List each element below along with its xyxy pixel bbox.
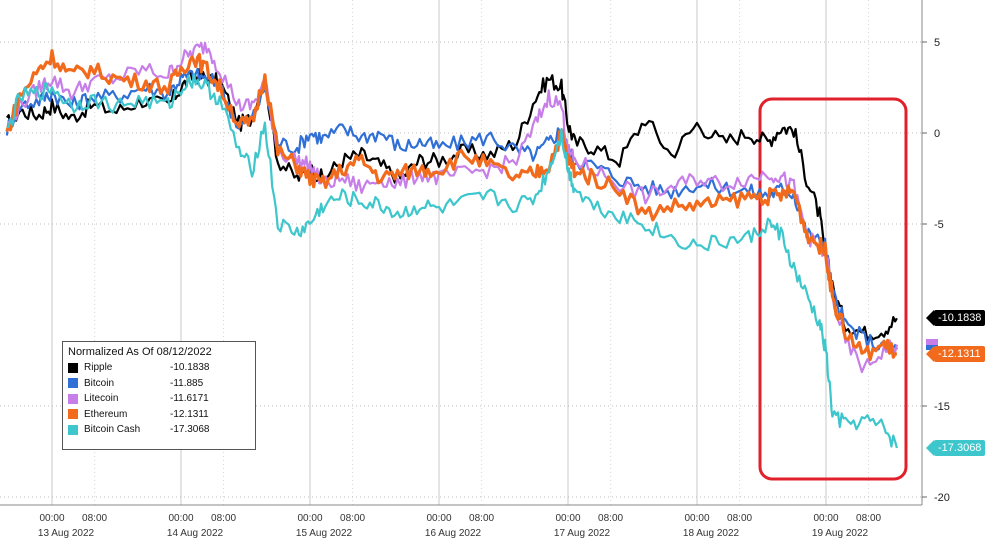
y-tick-label: -5 [934, 219, 944, 231]
legend-entry-bitcoin: Bitcoin -11.885 [63, 376, 255, 392]
legend-swatch-bitcoin-cash [68, 424, 78, 435]
y-tick-label: -15 [934, 401, 950, 413]
x-date-label: 16 Aug 2022 [425, 528, 482, 539]
legend-series-name: Litecoin [84, 393, 119, 405]
end-value-arrow [926, 310, 934, 327]
legend-series-name: Ripple [84, 362, 113, 374]
x-tick-label: 08:00 [340, 513, 365, 524]
legend-series-value: -12.1311 [170, 408, 209, 420]
series-line-ethereum [5, 49, 898, 362]
series-line-litecoin [5, 41, 898, 374]
x-tick-label: 00:00 [684, 513, 709, 524]
series-line-bitcoin-cash [6, 72, 898, 449]
x-date-label: 18 Aug 2022 [683, 528, 740, 539]
legend-series-value: -11.6171 [170, 393, 209, 405]
x-tick-label: 08:00 [727, 513, 752, 524]
x-tick-label: 00:00 [426, 513, 451, 524]
x-date-label: 15 Aug 2022 [296, 528, 353, 539]
end-value-tag: -12.1311 [934, 345, 985, 362]
y-tick-label: -20 [934, 492, 950, 504]
highlight-box [758, 97, 908, 481]
legend-entry-litecoin: Litecoin -11.6171 [63, 391, 255, 407]
legend-swatch-bitcoin [68, 378, 78, 389]
x-tick-label: 08:00 [598, 513, 623, 524]
x-date-label: 13 Aug 2022 [38, 528, 95, 539]
x-date-label: 14 Aug 2022 [167, 528, 224, 539]
x-axis: 00:00 08:00 00:00 08:00 00:00 08:00 00:00 08:00… [0, 504, 922, 539]
x-tick-label: 00:00 [813, 513, 838, 524]
legend-swatch-litecoin [68, 393, 78, 404]
series-line-bitcoin [5, 67, 898, 353]
x-tick-label: 08:00 [82, 513, 107, 524]
x-date-label: 19 Aug 2022 [812, 528, 869, 539]
legend-series-value: -10.1838 [170, 362, 210, 374]
y-tick-label: 0 [934, 128, 940, 140]
x-tick-label: 08:00 [856, 513, 881, 524]
x-date-label: 17 Aug 2022 [554, 528, 611, 539]
chart-grid [0, 0, 922, 505]
legend-series-name: Ethereum [84, 408, 128, 420]
end-value-arrow [926, 440, 934, 457]
legend-swatch-ethereum [68, 409, 78, 420]
end-value-arrow [926, 345, 934, 362]
legend-series-value: -17.3068 [170, 424, 210, 436]
legend-entry-ethereum: Ethereum -12.1311 [63, 407, 255, 423]
x-tick-label: 00:00 [555, 513, 580, 524]
end-value-flag [926, 339, 938, 346]
chart-legend: Normalized As Of 08/12/2022 Ripple -10.1… [62, 341, 256, 450]
x-tick-label: 00:00 [297, 513, 322, 524]
x-tick-label: 00:00 [168, 513, 193, 524]
y-tick-label: 5 [934, 37, 940, 49]
legend-entry-ripple: Ripple -10.1838 [63, 360, 255, 376]
legend-series-name: Bitcoin Cash [84, 424, 141, 436]
x-tick-label: 08:00 [469, 513, 494, 524]
legend-series-name: Bitcoin [84, 377, 115, 389]
legend-swatch-ripple [68, 362, 78, 373]
end-value-tag: -10.1838 [934, 310, 986, 327]
legend-series-value: -11.885 [170, 377, 204, 389]
x-tick-label: 08:00 [211, 513, 236, 524]
y-axis: 5 0 -5 -15 -20 [921, 0, 950, 505]
x-tick-label: 00:00 [39, 513, 64, 524]
end-value-tag: -17.3068 [934, 440, 986, 457]
legend-title: Normalized As Of 08/12/2022 [68, 346, 212, 358]
series-lines [5, 41, 898, 449]
legend-entry-bitcoin-cash: Bitcoin Cash -17.3068 [63, 422, 255, 438]
